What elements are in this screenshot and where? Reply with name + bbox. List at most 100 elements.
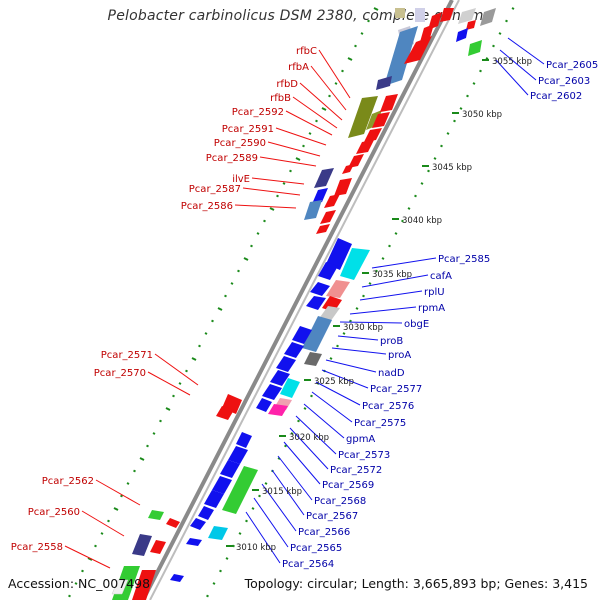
leader-line bbox=[359, 290, 423, 301]
leader-line bbox=[285, 110, 333, 136]
tick-row-right bbox=[206, 7, 515, 598]
gene-label-right: Pcar_2569 bbox=[322, 480, 374, 491]
gene-block bbox=[326, 238, 352, 270]
tick-mark bbox=[217, 307, 223, 311]
gene-block bbox=[268, 404, 288, 416]
tick-mark bbox=[276, 194, 279, 198]
gene-block bbox=[466, 20, 476, 30]
gene-label-right: Pcar_2572 bbox=[330, 465, 382, 476]
tick-mark bbox=[172, 394, 175, 398]
gene-label-right: rplU bbox=[424, 287, 445, 298]
gene-block bbox=[334, 178, 352, 196]
tick-mark bbox=[81, 569, 84, 573]
tick-mark bbox=[269, 207, 275, 211]
tick-mark bbox=[420, 182, 424, 185]
tick-mark bbox=[245, 519, 248, 523]
kbp-label: 3020 kbp bbox=[289, 433, 329, 443]
kbp-label: 3010 kbp bbox=[236, 543, 276, 553]
tick-mark bbox=[87, 557, 93, 561]
gene-label-right: Pcar_2568 bbox=[314, 496, 366, 507]
tick-mark bbox=[225, 557, 229, 560]
leader-line bbox=[349, 306, 417, 315]
accession-text: Accession: NC_007498 bbox=[8, 576, 151, 591]
gene-block bbox=[314, 168, 334, 188]
gene-block bbox=[380, 94, 398, 112]
tick-mark bbox=[165, 407, 171, 411]
kbp-label: 3040 kbp bbox=[402, 216, 442, 226]
tick-mark bbox=[459, 107, 463, 110]
kbp-label: 3030 kbp bbox=[343, 323, 383, 333]
tick-mark bbox=[204, 332, 208, 335]
leader-line bbox=[147, 371, 191, 396]
tick-mark bbox=[354, 44, 357, 48]
tick-mark bbox=[355, 307, 359, 310]
tick-mark bbox=[224, 294, 227, 298]
tick-mark bbox=[328, 94, 331, 98]
gene-block bbox=[216, 406, 234, 420]
tick-mark bbox=[381, 257, 385, 260]
tick-row-left bbox=[68, 7, 379, 598]
tick-mark bbox=[479, 69, 482, 73]
tick-mark bbox=[342, 332, 346, 335]
gene-block bbox=[222, 466, 258, 514]
leader-line bbox=[277, 455, 313, 501]
tick-mark bbox=[347, 57, 353, 61]
tick-mark bbox=[139, 457, 145, 461]
tick-mark bbox=[264, 482, 268, 485]
leader-line bbox=[154, 353, 199, 386]
tick-mark bbox=[321, 107, 327, 111]
tick-mark bbox=[303, 407, 307, 410]
tick-mark bbox=[126, 482, 130, 485]
tick-mark bbox=[485, 57, 489, 60]
leader-line bbox=[275, 127, 327, 146]
tick-mark bbox=[100, 532, 104, 535]
tick-mark bbox=[74, 582, 78, 585]
gene-block bbox=[372, 112, 390, 128]
gene-track bbox=[111, 8, 496, 600]
gene-block bbox=[340, 248, 370, 280]
tick-mark bbox=[219, 569, 222, 573]
tick-mark bbox=[407, 207, 411, 210]
gene-label-right: nadD bbox=[378, 368, 405, 379]
tick-mark bbox=[472, 82, 476, 85]
gene-block bbox=[284, 342, 304, 358]
gene-block bbox=[150, 540, 166, 554]
gene-label-left: Pcar_2586 bbox=[181, 201, 233, 212]
gene-block bbox=[304, 352, 322, 366]
gene-label-right: Pcar_2573 bbox=[338, 450, 390, 461]
tick-mark bbox=[440, 144, 443, 148]
gene-block bbox=[456, 28, 468, 42]
tick-mark bbox=[258, 494, 261, 498]
tick-mark bbox=[230, 282, 234, 285]
backbone-inner bbox=[149, 0, 460, 600]
topology-text: Topology: circular; Length: 3,665,893 bp… bbox=[244, 576, 588, 591]
tick-mark bbox=[263, 219, 266, 223]
tick-mark bbox=[243, 257, 249, 261]
tick-mark bbox=[505, 19, 508, 23]
leader-line bbox=[95, 479, 141, 506]
gene-label-left: ilvE bbox=[232, 174, 250, 185]
tick-mark bbox=[446, 132, 450, 135]
gene-label-left: rfbB bbox=[270, 93, 291, 104]
tick-mark bbox=[206, 594, 209, 598]
leader-line bbox=[271, 469, 305, 516]
gene-block bbox=[440, 8, 454, 22]
gene-label-right: Pcar_2567 bbox=[306, 511, 358, 522]
gene-label-right: Pcar_2605 bbox=[546, 60, 598, 71]
gene-label-right: rpmA bbox=[418, 303, 445, 314]
tick-mark bbox=[414, 194, 417, 198]
tick-mark bbox=[120, 494, 123, 498]
right-label-column: Pcar_2605 Pcar_2603 Pcar_2602 Pcar_2585 cafA… bbox=[282, 60, 598, 570]
tick-mark bbox=[178, 382, 182, 385]
gene-label-right: Pcar_2565 bbox=[290, 543, 342, 554]
tick-mark bbox=[368, 282, 372, 285]
gene-label-right: Pcar_2577 bbox=[370, 384, 422, 395]
kbp-label: 3045 kbp bbox=[432, 163, 472, 173]
leader-line bbox=[318, 49, 351, 99]
tick-mark bbox=[466, 94, 469, 98]
gene-block bbox=[220, 460, 240, 478]
gene-block bbox=[316, 224, 330, 234]
leader-line bbox=[81, 510, 125, 537]
tick-mark bbox=[308, 132, 312, 135]
tick-mark bbox=[251, 507, 255, 510]
